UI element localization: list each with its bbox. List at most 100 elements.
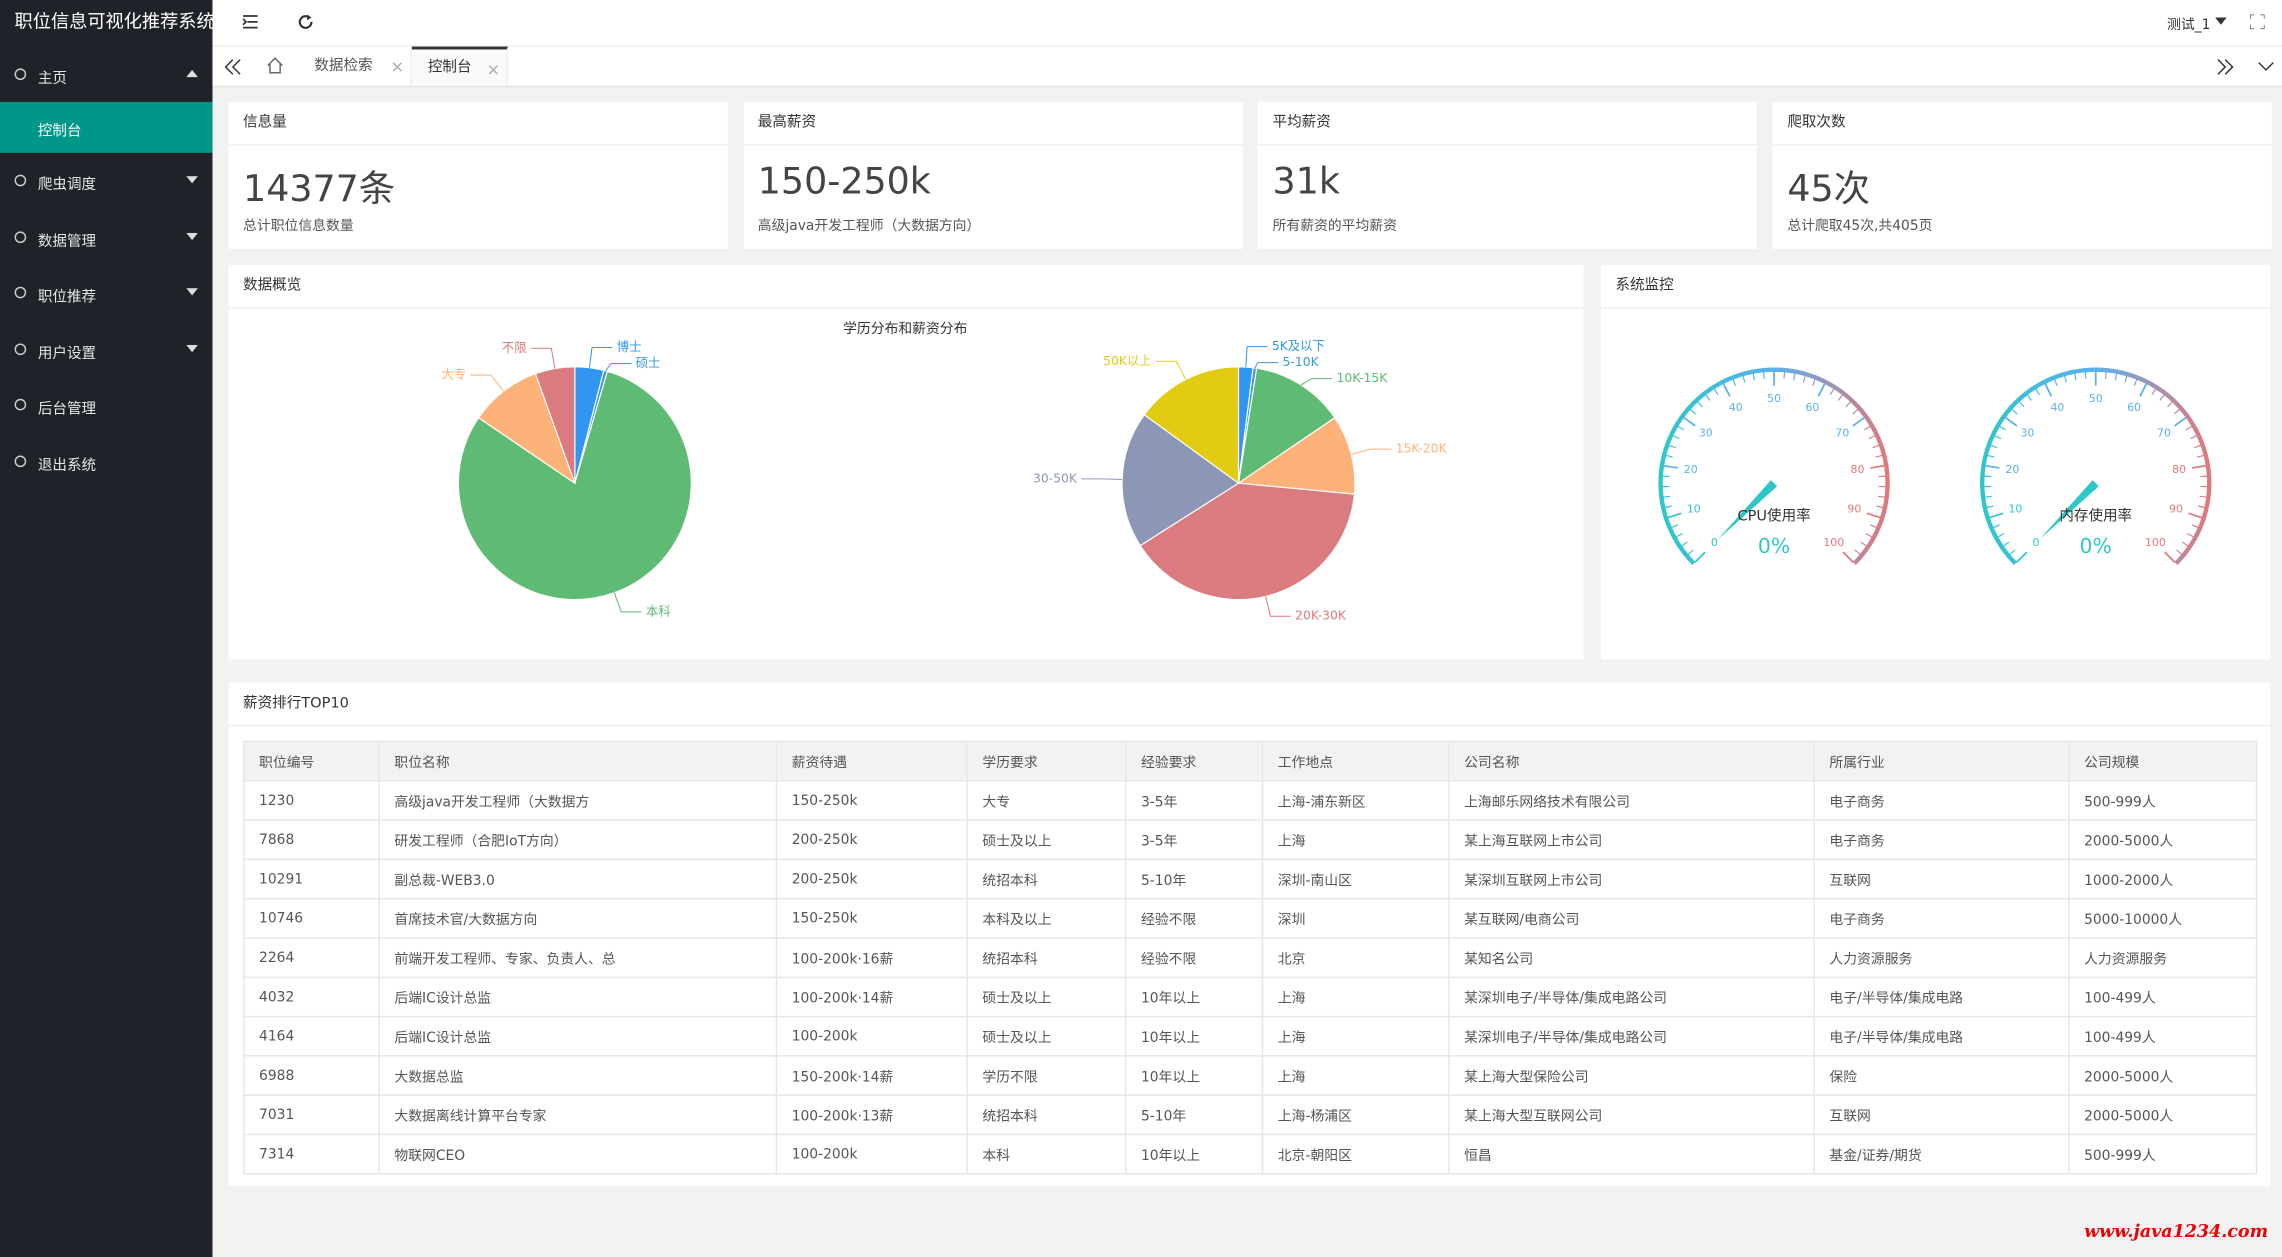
card-value: 150-250k xyxy=(757,160,931,203)
menu-icon-shape xyxy=(14,175,27,187)
menu-item[interactable]: 用户设置 xyxy=(0,321,212,377)
pie-slice xyxy=(1237,367,1336,485)
pie-slice xyxy=(534,366,576,484)
gauge-tick-label: 30 xyxy=(1699,427,1713,440)
tabs-right-icon[interactable] xyxy=(2217,58,2234,75)
slice-label: 5K及以下 xyxy=(1272,339,1325,353)
gauge-tick xyxy=(1866,512,1881,519)
slice-label: 5-10K xyxy=(1283,355,1320,369)
user-caret[interactable] xyxy=(2215,17,2227,26)
home-icon[interactable] xyxy=(266,57,283,74)
slice-label: 大专 xyxy=(442,367,467,382)
menu-arrow-shape xyxy=(186,344,198,352)
table-cell: 10年以上 xyxy=(1124,1133,1264,1175)
fullscreen-icon[interactable] xyxy=(2249,14,2265,30)
table-cell: 10746 xyxy=(243,897,380,939)
gauge-tick-label: 60 xyxy=(1805,401,1819,414)
pie-slice xyxy=(477,372,577,485)
menu-item[interactable]: 退出系统 xyxy=(0,433,212,489)
tab[interactable]: 数据检索 xyxy=(298,46,412,86)
table-cell: 150-250k xyxy=(775,897,968,939)
gauge-tick-label: 80 xyxy=(1851,463,1865,476)
menu-item[interactable]: 职位推荐 xyxy=(0,265,212,321)
table-row: 7868 研发工程师（合肥IoT方向） 200-250k 硕士及以上 3-5年 上海 某上海… xyxy=(243,819,2258,861)
menu-toggle-icon[interactable] xyxy=(242,13,259,30)
header: 测试_1 xyxy=(212,0,2282,47)
tab[interactable]: 控制台 xyxy=(411,46,508,86)
column-header: 公司名称 xyxy=(1448,740,1815,782)
gauge-tick xyxy=(1842,551,1854,564)
table-row: 7031 大数据离线计算平台专家 100-200k·13薪 统招本科 5-10年 上海-杨… xyxy=(243,1094,2258,1136)
table-cell: 5-10年 xyxy=(1124,858,1264,900)
gauge-axis xyxy=(1980,367,2212,565)
slice-label: 30-50K xyxy=(1033,471,1078,485)
table-cell: 某深圳互联网上市公司 xyxy=(1448,858,1815,900)
menu-arrow-shape xyxy=(186,176,198,184)
column-header: 所属行业 xyxy=(1813,740,2070,782)
menu-arrow xyxy=(186,344,198,352)
menu-icon xyxy=(14,175,27,187)
menu-arrow xyxy=(186,232,198,240)
table-cell: 硕士及以上 xyxy=(966,1015,1127,1057)
table-cell: 100-200k·16薪 xyxy=(775,937,968,979)
tabs-left-icon[interactable] xyxy=(224,58,241,75)
table-cell: 基金/证券/期货 xyxy=(1813,1133,2070,1175)
table-cell: 硕士及以上 xyxy=(966,819,1127,861)
menu-item[interactable]: 主页 xyxy=(0,47,212,102)
menu-icon xyxy=(14,343,27,355)
salary-table: 职位编号 职位名称 薪资待遇 学历要求 经验要求 工作地点 公司名称 所属行业 公司规模 1230… xyxy=(243,740,2258,1175)
menu-item[interactable]: 数据管理 xyxy=(0,209,212,265)
gauge-tick xyxy=(2004,416,2018,427)
slice-label: 15K-20K xyxy=(1396,442,1448,456)
pie-slice xyxy=(1121,413,1240,547)
table-cell: 统招本科 xyxy=(966,858,1127,900)
table-cell: 深圳-南山区 xyxy=(1261,858,1450,900)
table-cell: 上海-浦东新区 xyxy=(1261,780,1450,821)
table-cell: 某上海互联网上市公司 xyxy=(1448,819,1815,861)
table-cell: 7031 xyxy=(243,1094,380,1136)
monitor-charts: 0 10 20 30 40 50 60 70 80 90 100 CPU使用率 0% 0 10 20 30 40 5… xyxy=(1658,367,2212,565)
menu-arrow xyxy=(186,69,198,78)
column-header: 工作地点 xyxy=(1261,740,1450,782)
table-cell: 100-200k xyxy=(775,1015,968,1057)
table-cell: 100-200k·14薪 xyxy=(775,976,968,1018)
slice-label: 本科 xyxy=(646,604,671,618)
label-line xyxy=(1300,378,1333,386)
table-row: 1230 高级java开发工程师（大数据方 150-250k 大专 3-5年 上海-浦东新… xyxy=(243,780,2258,821)
table-cell: 3-5年 xyxy=(1124,819,1264,861)
tab-close[interactable] xyxy=(392,62,402,72)
column-header: 学历要求 xyxy=(966,740,1127,782)
table-cell: 10年以上 xyxy=(1124,976,1264,1018)
tab-close-shape xyxy=(489,65,498,75)
gauge-tick xyxy=(1984,464,2000,469)
menu-label: 后台管理 xyxy=(37,402,97,419)
menu-item[interactable]: 后台管理 xyxy=(0,377,212,433)
overview-panel: 数据概览 学历分布和薪资分布 博士 硕士 本科 大专 不限 5K及以下 5-10K 10K-15… xyxy=(228,264,1584,660)
menu-label: 职位推荐 xyxy=(37,289,97,306)
tab-close[interactable] xyxy=(489,65,498,75)
column-header: 经验要求 xyxy=(1124,740,1264,782)
submenu-item[interactable]: 控制台 xyxy=(0,101,213,153)
menu-arrow xyxy=(186,288,198,296)
table-cell: 某上海大型保险公司 xyxy=(1448,1055,1815,1096)
gauge-tick-label: 70 xyxy=(2157,427,2171,440)
table-cell: 10291 xyxy=(243,858,380,900)
table-cell: 某互联网/电商公司 xyxy=(1448,897,1815,939)
refresh-icon[interactable] xyxy=(297,13,314,30)
menu-label: 主页 xyxy=(37,71,67,88)
card-title: 爬取次数 xyxy=(1772,102,2272,146)
card-value: 14377条 xyxy=(243,167,396,210)
pie-slice xyxy=(1139,482,1356,601)
tabs-menu-icon[interactable] xyxy=(2257,61,2274,73)
label-line xyxy=(605,362,632,372)
table-cell: 大专 xyxy=(966,780,1127,821)
table-cell: 学历不限 xyxy=(966,1055,1127,1096)
gauge-tick xyxy=(2174,416,2187,427)
table-cell: 上海邮乐网络技术有限公司 xyxy=(1448,780,1815,821)
gauge-tick xyxy=(1870,464,1885,469)
menu-icon-shape xyxy=(14,231,27,243)
menu-item[interactable]: 爬虫调度 xyxy=(0,153,212,209)
menu-arrow-shape xyxy=(186,288,198,296)
user-name[interactable]: 测试_1 xyxy=(2167,17,2211,34)
gauge-tick-label: 40 xyxy=(1729,401,1743,414)
